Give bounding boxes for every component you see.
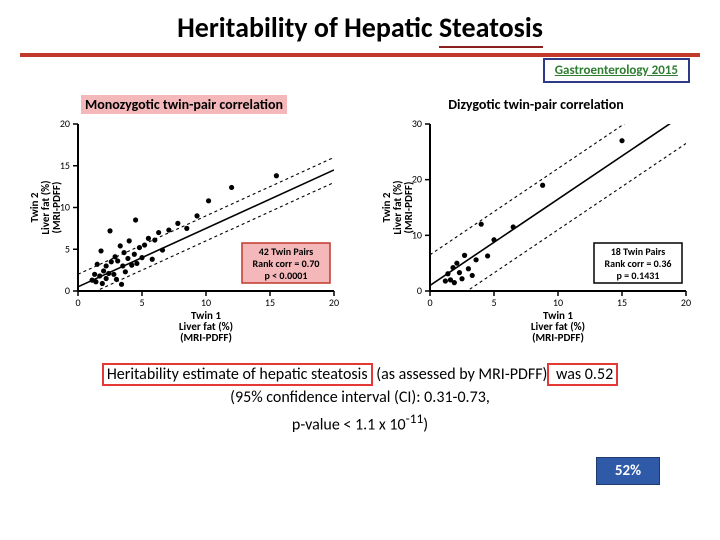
svg-text:(MRI-PDFF): (MRI-PDFF) bbox=[50, 182, 63, 234]
svg-text:0: 0 bbox=[65, 284, 70, 297]
chart-right-title: Dizygotic twin-pair correlation bbox=[444, 95, 628, 114]
svg-text:(MRI-PDFF): (MRI-PDFF) bbox=[180, 331, 232, 343]
scatter-right: 051015200102030Twin 1Liver fat (%)(MRI-P… bbox=[376, 118, 696, 343]
svg-text:15: 15 bbox=[265, 296, 275, 309]
svg-text:0: 0 bbox=[75, 296, 80, 309]
pct-badge: 52% bbox=[596, 457, 660, 485]
pval-exp: -11 bbox=[406, 410, 424, 427]
divider bbox=[20, 53, 700, 57]
pval-line: p-value < 1.1 x 10-11) bbox=[0, 409, 720, 437]
was052-boxed: was 0.52 bbox=[547, 363, 618, 386]
title-prefix: Heritability of Hepatic bbox=[177, 10, 439, 45]
scatter-left: 0510152005101520Twin 1Liver fat (%)(MRI-… bbox=[24, 118, 344, 343]
chart-left-title: Monozygotic twin-pair correlation bbox=[81, 95, 287, 114]
svg-text:5: 5 bbox=[139, 296, 144, 309]
svg-text:20: 20 bbox=[681, 296, 691, 309]
title-steatosis: Steatosis bbox=[439, 10, 543, 48]
svg-text:(MRI-PDFF): (MRI-PDFF) bbox=[402, 182, 415, 234]
svg-text:15: 15 bbox=[60, 159, 70, 172]
charts-row: Monozygotic twin-pair correlation 0 5 10 15… bbox=[0, 95, 720, 343]
citation-badge: Gastroenterology 2015 bbox=[543, 58, 690, 83]
ci-line: (95% confidence interval (CI): 0.31-0.73… bbox=[0, 386, 720, 409]
svg-text:(MRI-PDFF): (MRI-PDFF) bbox=[532, 331, 584, 343]
svg-text:5: 5 bbox=[65, 242, 70, 255]
svg-text:15: 15 bbox=[617, 296, 627, 309]
pval-suffix: ) bbox=[423, 416, 428, 435]
page-title: Heritability of Hepatic Steatosis bbox=[177, 10, 543, 45]
svg-text:0: 0 bbox=[417, 284, 422, 297]
svg-text:p < 0.0001: p < 0.0001 bbox=[265, 269, 308, 282]
svg-text:10: 10 bbox=[553, 296, 563, 309]
svg-text:p = 0.1431: p = 0.1431 bbox=[617, 269, 660, 282]
assessed-text: (as assessed by MRI-PDFF) bbox=[373, 365, 548, 384]
svg-text:5: 5 bbox=[491, 296, 496, 309]
heritability-boxed: Heritability estimate of hepatic steatos… bbox=[102, 363, 373, 386]
svg-text:20: 20 bbox=[329, 296, 339, 309]
svg-text:30: 30 bbox=[412, 118, 422, 130]
svg-text:10: 10 bbox=[201, 296, 211, 309]
svg-text:0: 0 bbox=[427, 296, 432, 309]
bottom-text: Heritability estimate of hepatic steatos… bbox=[0, 363, 720, 437]
pval-prefix: p-value < 1.1 x 10 bbox=[292, 416, 406, 435]
chart-left: Monozygotic twin-pair correlation 0 5 10 15… bbox=[14, 95, 354, 343]
svg-text:20: 20 bbox=[60, 118, 70, 130]
chart-right: Dizygotic twin-pair correlation 0 5 10 15 20… bbox=[366, 95, 706, 343]
